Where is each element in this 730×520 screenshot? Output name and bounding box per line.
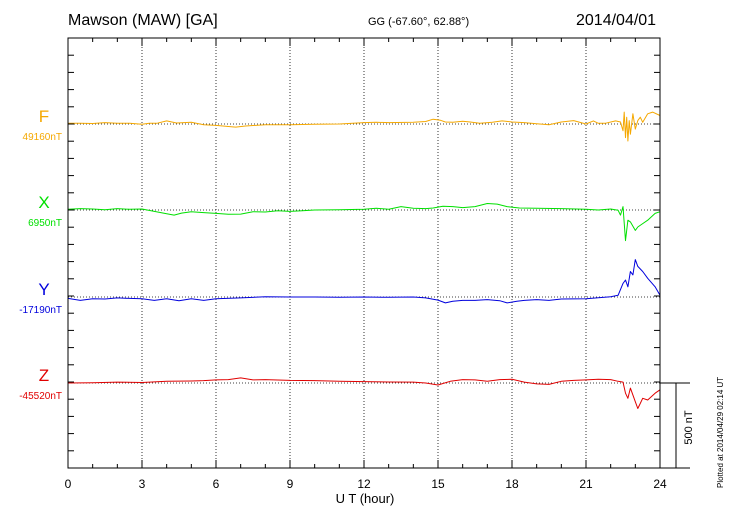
x-tick-label: 15 [431, 477, 445, 491]
series-label-y: Y [38, 280, 50, 299]
series-label-z: Z [38, 366, 50, 385]
scale-bar: 500 nT [660, 382, 695, 469]
x-axis-label: U T (hour) [335, 491, 395, 506]
x-tick-label: 0 [65, 477, 72, 491]
x-tick-label: 24 [653, 477, 667, 491]
station-coordinates: GG (-67.60°, 62.88°) [368, 16, 470, 28]
series-baseline-z: -45520nT [19, 391, 62, 402]
x-tick-label: 9 [287, 477, 294, 491]
series-line-z [67, 377, 661, 409]
series-baseline-x: 6950nT [28, 218, 62, 229]
series-baseline-y: -17190nT [19, 305, 62, 316]
x-tick-label: 21 [579, 477, 593, 491]
plot-frame [67, 37, 661, 469]
series-line-x [67, 203, 661, 242]
series-traces [67, 111, 661, 409]
grid-lines [141, 38, 587, 468]
x-tick-label: 12 [357, 477, 371, 491]
series-line-f [67, 111, 661, 142]
plotted-timestamp: Plotted at 2014/04/29 02:14 UT [716, 376, 725, 488]
plot-title: Mawson (MAW) [GA] [68, 12, 218, 29]
x-tick-label: 3 [139, 477, 146, 491]
plot-date: 2014/04/01 [576, 12, 657, 29]
x-tick-labels: 0 3 6 9 12 15 18 21 24 [65, 477, 667, 491]
axis-ticks [67, 38, 661, 468]
scale-bar-label: 500 nT [683, 410, 695, 445]
x-tick-label: 18 [505, 477, 519, 491]
series-label-f: F [38, 107, 50, 126]
x-tick-label: 6 [213, 477, 220, 491]
series-label-x: X [38, 193, 50, 212]
series-baseline-f: 49160nT [22, 132, 62, 143]
series-line-y [67, 259, 661, 304]
